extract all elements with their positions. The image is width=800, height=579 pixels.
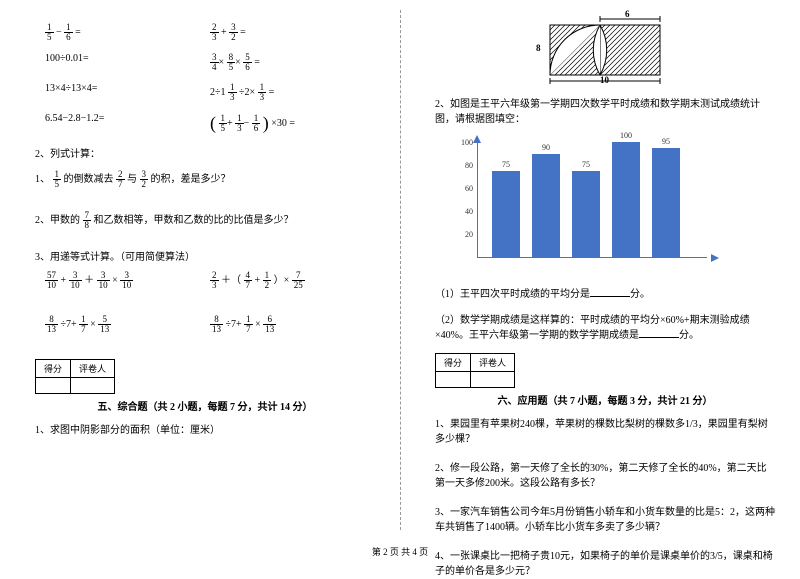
bar-chart: 75907510095 20406080100	[455, 137, 715, 277]
s3-head: 3、用递等式计算。（可用简便算法）	[35, 248, 375, 263]
sec5-q1: 1、求图中阴影部分的面积（单位：厘米）	[35, 423, 375, 439]
s2-q1: 1、 15 的倒数减去 27 与 32 的积，差是多少？	[35, 170, 375, 189]
dim-6: 6	[625, 9, 630, 19]
sec6-q1: 1、果园里有苹果树240棵，苹果树的棵数比梨树的棵数多1/3，果园里有梨树多少棵…	[435, 417, 775, 447]
eq-c2: 2÷1 13 ÷2× 13 =	[210, 83, 375, 105]
bar-value-label: 75	[572, 160, 600, 169]
bar-value-label: 100	[612, 131, 640, 140]
s2-head: 2、列式计算：	[35, 145, 375, 160]
score-table-right: 得分评卷人	[435, 353, 515, 388]
s3-e3: 813 ÷7+ 17 × 513	[45, 315, 210, 337]
s3-e1: 5710 + 310 ＋ 310 × 310	[45, 271, 210, 293]
ytick-label: 40	[455, 207, 473, 216]
eq-b1: 100÷0.01=	[45, 53, 210, 75]
geometry-diagram: 6 8 10	[530, 15, 680, 87]
score-table-left: 得分评卷人	[35, 359, 115, 394]
section-6-title: 六、应用题（共 7 小题，每题 3 分，共计 21 分）	[435, 392, 775, 407]
right-column: 6 8 10 2、如图是王平六年级第一学期四次数学平时成绩和数学期末测试成绩统计…	[400, 0, 800, 540]
sec6-q4: 4、一张课桌比一把椅子贵10元，如果椅子的单价是课桌单价的3/5，课桌和椅子的单…	[435, 549, 775, 579]
ytick-label: 60	[455, 184, 473, 193]
chart-bar	[492, 171, 520, 257]
chart-bar	[532, 154, 560, 258]
chart-bar	[612, 142, 640, 257]
s3-e2: 23 ＋（ 47 + 12 ）× 725	[210, 271, 375, 293]
bar-value-label: 95	[652, 137, 680, 146]
eq-a2: 23 + 32 =	[210, 23, 375, 45]
chart-bar	[652, 148, 680, 257]
eq-d2: ( 15+ 13− 16 ) ×30 =	[210, 113, 375, 135]
s2-q2: 2、甲数的 78 和乙数相等，甲数和乙数的比的比值是多少？	[35, 211, 375, 230]
bar-value-label: 75	[492, 160, 520, 169]
eq-c1: 13×4÷13×4=	[45, 83, 210, 105]
chart-bar	[572, 171, 600, 257]
sub-q1: （1）王平四次平时成绩的平均分是分。	[435, 287, 775, 303]
q2-intro: 2、如图是王平六年级第一学期四次数学平时成绩和数学期末测试成绩统计图，请根据图填…	[435, 97, 775, 127]
eq-a1: 15 − 16 =	[45, 23, 210, 45]
sec6-q3: 3、一家汽车销售公司今年5月份销售小轿车和小货车数量的比是5：2，这两种车共销售…	[435, 505, 775, 535]
ytick-label: 80	[455, 161, 473, 170]
ytick-label: 20	[455, 230, 473, 239]
eq-b2: 34× 85× 56 =	[210, 53, 375, 75]
s3-e4: 813 ÷7+ 17 × 613	[210, 315, 375, 337]
bar-value-label: 90	[532, 143, 560, 152]
dim-8: 8	[536, 43, 541, 53]
sec6-q2: 2、修一段公路，第一天修了全长的30%，第二天修了全长的40%，第二天比第一天多…	[435, 461, 775, 491]
ytick-label: 100	[455, 138, 473, 147]
eq-d1: 6.54−2.8−1.2=	[45, 113, 210, 135]
sub-q2: （2）数学学期成绩是这样算的：平时成绩的平均分×60%+期末测验成绩×40%。王…	[435, 313, 775, 343]
section-5-title: 五、综合题（共 2 小题，每题 7 分，共计 14 分）	[35, 398, 375, 413]
column-divider	[400, 10, 401, 530]
dim-10: 10	[600, 75, 609, 85]
left-column: 15 − 16 = 23 + 32 = 100÷0.01= 34× 85× 56…	[0, 0, 400, 540]
